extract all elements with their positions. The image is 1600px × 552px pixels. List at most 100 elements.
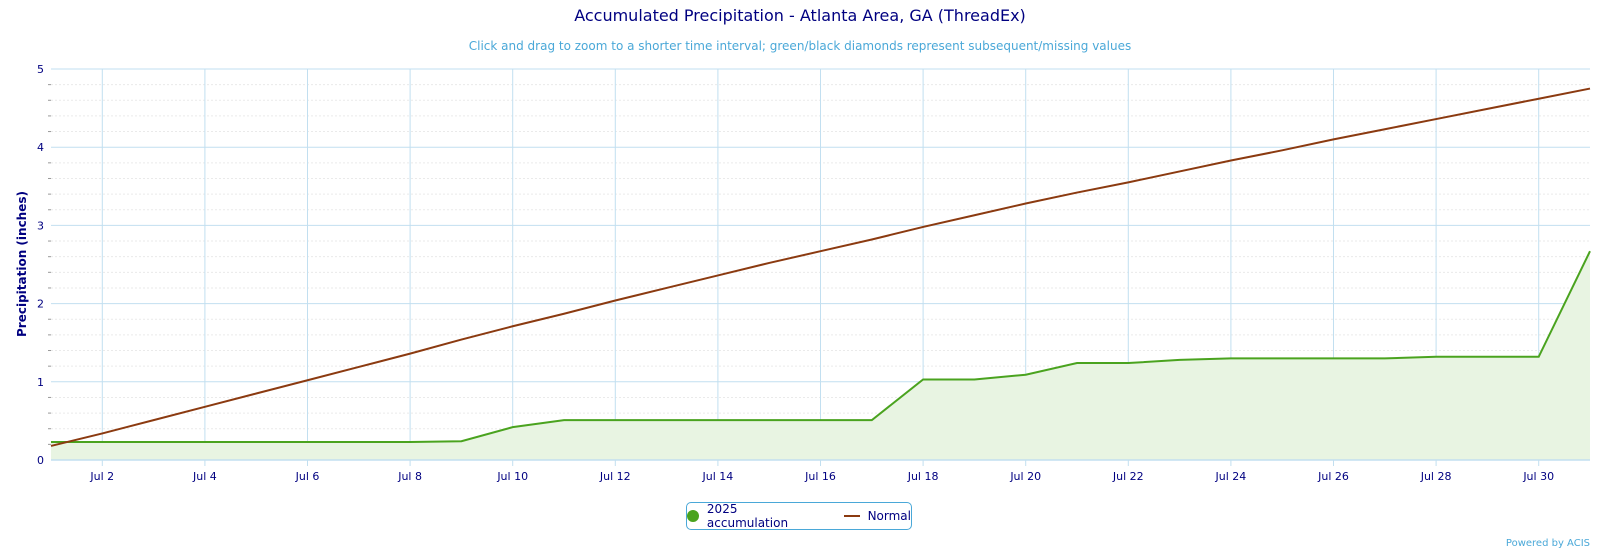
normal-point — [1023, 201, 1029, 207]
x-tick-label: Jul 16 — [804, 470, 836, 483]
accumulation-point — [766, 417, 772, 423]
normal-point — [818, 248, 824, 254]
accumulation-point — [356, 439, 362, 445]
normal-point — [1279, 147, 1285, 153]
normal-point — [920, 224, 926, 230]
accumulation-point — [202, 439, 208, 445]
legend-item-normal[interactable]: Normal — [843, 509, 911, 523]
normal-point — [1125, 179, 1131, 185]
normal-point — [1177, 168, 1183, 174]
legend-label-accumulation: 2025 accumulation — [706, 502, 789, 530]
normal-point — [305, 377, 311, 383]
credits-link[interactable]: Powered by ACIS — [1505, 538, 1590, 549]
normal-point — [1331, 136, 1337, 142]
y-tick-label: 5 — [37, 63, 44, 76]
normal-point — [99, 430, 105, 436]
accumulation-point — [920, 376, 926, 382]
normal-point — [407, 351, 413, 357]
accumulation-point — [458, 438, 464, 444]
normal-point — [510, 323, 516, 329]
normal-point — [1484, 106, 1490, 112]
legend-item-accumulation[interactable]: 2025 accumulation — [687, 502, 822, 530]
normal-point — [253, 391, 259, 397]
accumulation-point — [305, 439, 311, 445]
accumulation-point — [99, 439, 105, 445]
accumulation-point — [612, 417, 618, 423]
normal-point — [48, 443, 54, 449]
accumulation-point — [1587, 248, 1593, 254]
accumulation-point — [1279, 355, 1285, 361]
accumulation-line — [51, 250, 1591, 444]
accumulation-point — [561, 417, 567, 423]
normal-point — [1536, 96, 1542, 102]
x-tick-label: Jul 22 — [1112, 470, 1144, 483]
x-tick-label: Jul 12 — [599, 470, 631, 483]
normal-point — [356, 364, 362, 370]
normal-point — [1074, 190, 1080, 196]
legend-label-normal: Normal — [867, 509, 911, 523]
y-tick-label: 4 — [37, 141, 44, 154]
x-tick-label: Jul 8 — [397, 470, 422, 483]
normal-point — [612, 297, 618, 303]
normal-point — [202, 404, 208, 410]
accumulation-point — [818, 417, 824, 423]
chart-legend: 2025 accumulation Normal — [686, 502, 912, 530]
accumulation-point — [1331, 355, 1337, 361]
accumulation-point — [664, 417, 670, 423]
accumulation-point — [253, 439, 259, 445]
y-tick-label: 1 — [37, 376, 44, 389]
normal-point — [1382, 126, 1388, 132]
chart-subtitle: Click and drag to zoom to a shorter time… — [468, 39, 1132, 53]
accumulation-point — [1433, 354, 1439, 360]
legend-line-icon — [843, 515, 860, 517]
accumulation-point — [1023, 372, 1029, 378]
x-tick-label: Jul 10 — [496, 470, 528, 483]
normal-point — [1587, 86, 1593, 92]
accumulation-point — [1536, 354, 1542, 360]
normal-point — [151, 417, 157, 423]
accumulation-point — [1177, 357, 1183, 363]
y-axis-title: Precipitation (inches) — [15, 191, 29, 337]
y-tick-label: 3 — [37, 219, 44, 232]
x-tick-label: Jul 14 — [702, 470, 734, 483]
normal-point — [561, 311, 567, 317]
accumulation-point — [1125, 360, 1131, 366]
accumulation-point — [510, 424, 516, 430]
normal-point — [1228, 157, 1234, 163]
accumulation-point — [971, 376, 977, 382]
normal-point — [766, 260, 772, 266]
accumulation-point — [1484, 354, 1490, 360]
x-tick-label: Jul 26 — [1317, 470, 1349, 483]
normal-point — [1433, 116, 1439, 122]
accumulation-point — [1382, 355, 1388, 361]
normal-line — [50, 87, 1591, 447]
accumulation-point — [715, 417, 721, 423]
legend-dot-icon — [687, 510, 699, 522]
normal-point — [869, 236, 875, 242]
normal-point — [458, 337, 464, 343]
axis-layer: 0 1 2 3 4 5 Jul 2 Jul 4 Jul 6 Jul 8 Jul 10 Jul 12 Ju… — [37, 63, 1590, 483]
series-layer — [48, 86, 1593, 460]
accumulation-point — [869, 417, 875, 423]
x-tick-label: Jul 4 — [192, 470, 217, 483]
accumulation-point — [151, 439, 157, 445]
normal-point — [971, 212, 977, 218]
accumulation-point — [407, 439, 413, 445]
x-tick-label: Jul 28 — [1420, 470, 1452, 483]
x-tick-label: Jul 18 — [907, 470, 939, 483]
accumulation-point — [1074, 360, 1080, 366]
x-tick-label: Jul 2 — [89, 470, 114, 483]
x-tick-label: Jul 30 — [1522, 470, 1554, 483]
x-tick-label: Jul 6 — [295, 470, 320, 483]
normal-point — [715, 272, 721, 278]
chart-title: Accumulated Precipitation - Atlanta Area… — [574, 6, 1026, 25]
y-tick-label: 2 — [37, 298, 44, 311]
y-tick-label: 0 — [37, 454, 44, 467]
accumulation-point — [1228, 355, 1234, 361]
normal-point — [664, 285, 670, 291]
x-tick-label: Jul 20 — [1009, 470, 1041, 483]
accumulation-area — [51, 251, 1590, 460]
x-tick-label: Jul 24 — [1215, 470, 1247, 483]
